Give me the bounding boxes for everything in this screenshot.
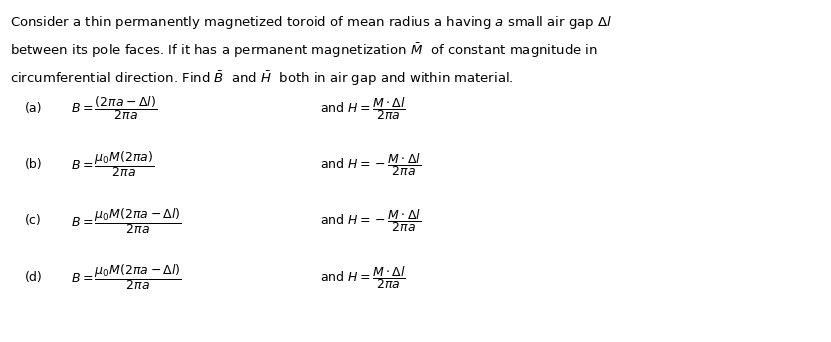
Text: (c): (c) (25, 214, 42, 227)
Text: (d): (d) (25, 271, 42, 284)
Text: $B = \dfrac{\mu_0 M(2\pi a - \Delta l)}{2\pi a}$: $B = \dfrac{\mu_0 M(2\pi a - \Delta l)}{… (71, 206, 181, 236)
Text: $B = \dfrac{\mu_0 M(2\pi a)}{2\pi a}$: $B = \dfrac{\mu_0 M(2\pi a)}{2\pi a}$ (71, 149, 154, 180)
Text: $B = \dfrac{\mu_0 M(2\pi a - \Delta l)}{2\pi a}$: $B = \dfrac{\mu_0 M(2\pi a - \Delta l)}{… (71, 262, 181, 292)
Text: and $H = -\dfrac{M \cdot \Delta l}{2\pi a}$: and $H = -\dfrac{M \cdot \Delta l}{2\pi … (320, 151, 421, 178)
Text: (b): (b) (25, 158, 42, 171)
Text: circumferential direction. Find $\bar{B}$  and $\bar{H}$  both in air gap and wi: circumferential direction. Find $\bar{B}… (10, 70, 514, 88)
Text: Consider a thin permanently magnetized toroid of mean radius a having $a$ small : Consider a thin permanently magnetized t… (10, 14, 612, 31)
Text: between its pole faces. If it has a permanent magnetization $\bar{M}$  of consta: between its pole faces. If it has a perm… (10, 42, 598, 60)
Text: (a): (a) (25, 102, 42, 115)
Text: $B = \dfrac{(2\pi a - \Delta l)}{2\pi a}$: $B = \dfrac{(2\pi a - \Delta l)}{2\pi a}… (71, 94, 157, 122)
Text: and $H = \dfrac{M \cdot \Delta l}{2\pi a}$: and $H = \dfrac{M \cdot \Delta l}{2\pi a… (320, 264, 406, 291)
Text: and $H = -\dfrac{M \cdot \Delta l}{2\pi a}$: and $H = -\dfrac{M \cdot \Delta l}{2\pi … (320, 208, 421, 234)
Text: and $H = \dfrac{M \cdot \Delta l}{2\pi a}$: and $H = \dfrac{M \cdot \Delta l}{2\pi a… (320, 95, 406, 121)
